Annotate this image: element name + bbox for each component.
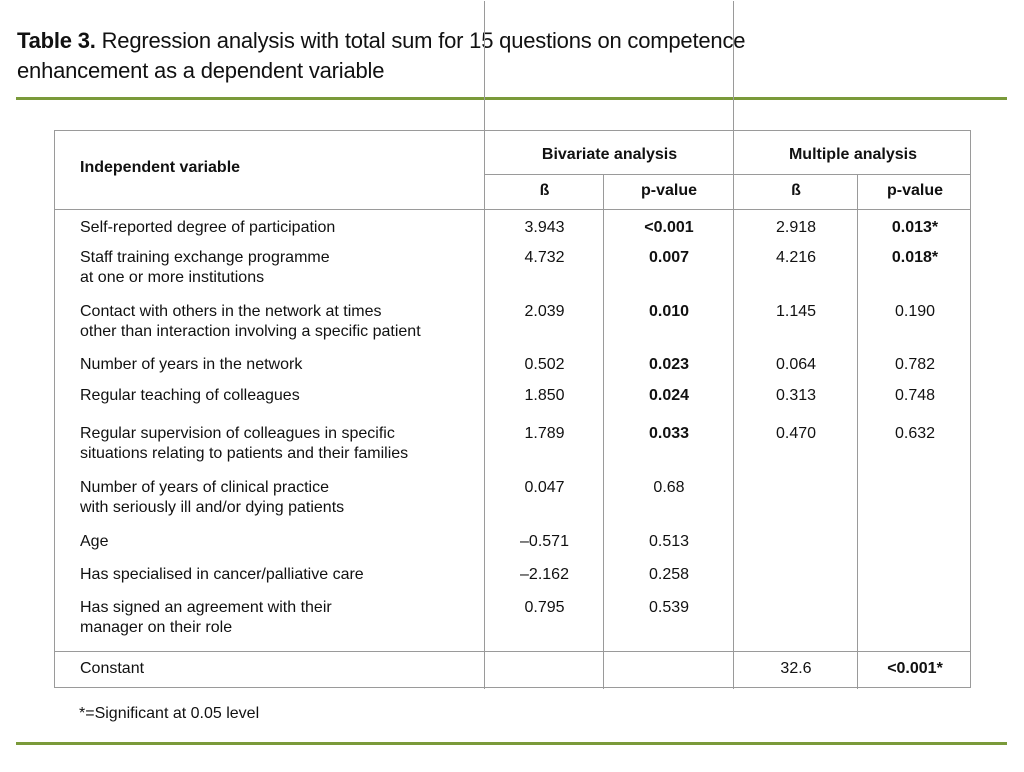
footnote: *=Significant at 0.05 level <box>79 705 260 722</box>
header-divider <box>55 209 971 210</box>
multiple-beta: 0.470 <box>775 425 817 442</box>
header-beta: ß <box>791 182 801 199</box>
bivariate-p-value: 0.007 <box>648 249 690 266</box>
bivariate-p-value: 0.68 <box>653 479 685 496</box>
multiple-p-value: 0.190 <box>894 303 936 320</box>
caption-text: Regression analysis with total sum for 1… <box>95 28 746 53</box>
column-divider <box>603 174 604 689</box>
multiple-beta: 0.313 <box>775 387 817 404</box>
bivariate-beta: 0.047 <box>524 479 565 496</box>
row-label: situations relating to patients and thei… <box>80 445 409 462</box>
constant-divider <box>55 651 971 652</box>
column-divider <box>857 174 858 689</box>
bivariate-p-value: 0.258 <box>648 566 690 583</box>
header-bivariate: Bivariate analysis <box>541 146 678 163</box>
header-independent-variable: Independent variable <box>80 159 241 176</box>
multiple-beta: 0.064 <box>775 356 817 373</box>
multiple-beta: 4.216 <box>775 249 817 266</box>
bivariate-beta: 1.789 <box>524 425 565 442</box>
header-pvalue: p-value <box>640 182 697 199</box>
row-label: Number of years in the network <box>80 356 303 373</box>
row-label: other than interaction involving a speci… <box>80 323 421 340</box>
caption-label: Table 3. <box>17 28 96 53</box>
bivariate-beta: 0.795 <box>524 599 565 616</box>
row-label: with seriously ill and/or dying patients <box>80 499 345 516</box>
top-rule <box>16 97 1007 100</box>
row-label: at one or more institutions <box>80 269 265 286</box>
bivariate-beta: 3.943 <box>524 219 565 236</box>
row-label: Regular teaching of colleagues <box>80 387 300 404</box>
multiple-beta: 1.145 <box>775 303 817 320</box>
column-divider <box>733 1 734 689</box>
multiple-p-value: 0.013* <box>891 219 939 236</box>
bivariate-p-value: 0.513 <box>648 533 690 550</box>
constant-multiple-beta: 32.6 <box>780 660 812 677</box>
row-label: Self-reported degree of participation <box>80 219 336 236</box>
bivariate-beta: –0.571 <box>520 533 569 550</box>
multiple-p-value: 0.782 <box>894 356 936 373</box>
bivariate-p-value: 0.024 <box>648 387 690 404</box>
header-multiple: Multiple analysis <box>788 146 918 163</box>
bottom-rule <box>16 742 1007 745</box>
header-pvalue: p-value <box>886 182 943 199</box>
bivariate-p-value: <0.001 <box>644 219 694 236</box>
row-label: Has signed an agreement with their <box>80 599 332 616</box>
header-divider <box>484 174 971 175</box>
constant-label: Constant <box>80 660 145 677</box>
header-beta: ß <box>539 182 550 199</box>
row-label: manager on their role <box>80 619 233 636</box>
caption-text-2: enhancement as a dependent variable <box>17 58 385 83</box>
multiple-beta: 2.918 <box>775 219 817 236</box>
regression-table: Independent variable Bivariate analysis Mu… <box>54 1 971 689</box>
bivariate-p-value: 0.033 <box>648 425 690 442</box>
bivariate-p-value: 0.010 <box>648 303 690 320</box>
constant-multiple-p-value: <0.001* <box>887 660 943 677</box>
multiple-p-value: 0.748 <box>894 387 936 404</box>
table-caption: Table 3. Regression analysis with total … <box>17 26 997 86</box>
row-label: Number of years of clinical practice <box>80 479 329 496</box>
bivariate-beta: 4.732 <box>524 249 565 266</box>
bivariate-beta: 2.039 <box>524 303 565 320</box>
bivariate-beta: –2.162 <box>520 566 569 583</box>
multiple-p-value: 0.018* <box>891 249 939 266</box>
row-label: Age <box>80 533 109 550</box>
bivariate-beta: 0.502 <box>524 356 565 373</box>
row-label: Regular supervision of colleagues in spe… <box>80 425 395 442</box>
row-label: Contact with others in the network at ti… <box>80 303 382 320</box>
bivariate-beta: 1.850 <box>524 387 565 404</box>
bivariate-p-value: 0.023 <box>648 356 690 373</box>
column-divider <box>484 1 485 689</box>
row-label: Staff training exchange programme <box>80 249 330 266</box>
bivariate-p-value: 0.539 <box>648 599 690 616</box>
row-label: Has specialised in cancer/palliative car… <box>80 566 364 583</box>
multiple-p-value: 0.632 <box>894 425 936 442</box>
